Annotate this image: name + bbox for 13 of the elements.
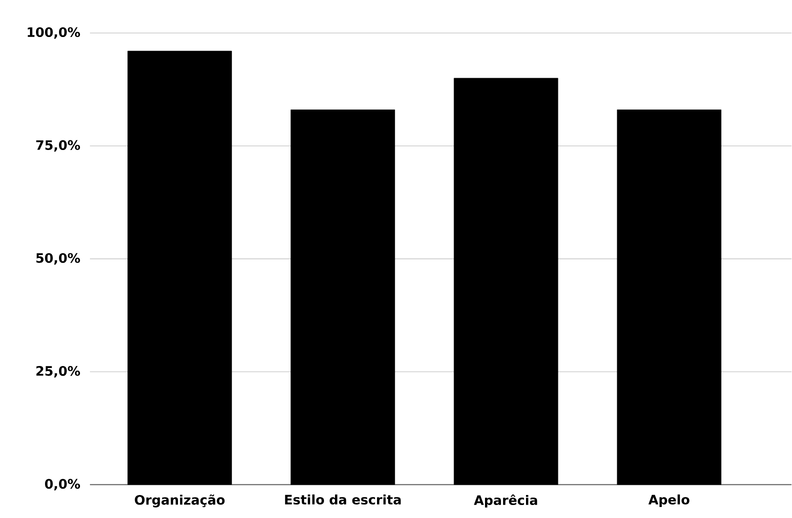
x-tick-label: Estilo da escrita [285, 494, 401, 505]
x-tick-label: Organização [134, 494, 225, 508]
y-tick-label: 0,0% [45, 479, 80, 491]
x-tick-label: Apelo [648, 494, 690, 508]
y-tick-label: 25,0% [36, 366, 80, 378]
bar [616, 110, 722, 486]
bar [290, 110, 395, 486]
x-tick-label: Aparêcia [474, 494, 538, 508]
y-tick-label: 75,0% [36, 140, 80, 152]
y-tick-label: 100,0% [28, 27, 80, 39]
y-tick-label: 50,0% [36, 253, 80, 265]
bar [454, 78, 558, 486]
bar [128, 51, 232, 486]
